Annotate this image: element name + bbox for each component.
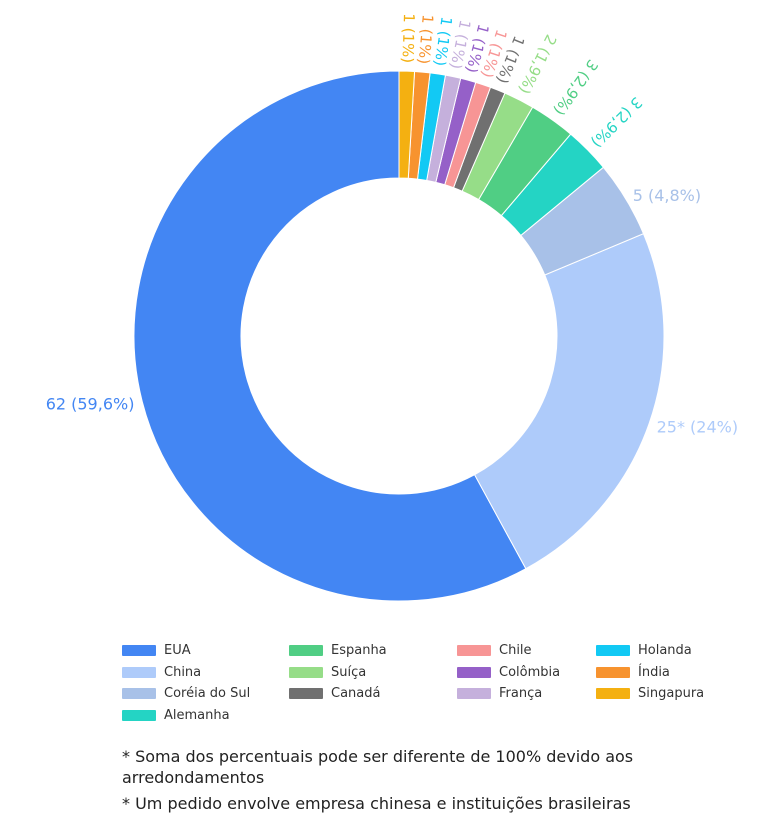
legend-label: China xyxy=(164,664,202,680)
legend-swatch xyxy=(457,666,491,678)
legend-label: EUA xyxy=(164,643,191,658)
legend-item-franca: França xyxy=(457,686,542,701)
legend-item-colombia: Colômbia xyxy=(457,665,560,680)
footnotes: * Soma dos percentuais pode ser diferent… xyxy=(122,746,742,819)
legend-swatch xyxy=(457,688,491,699)
slice-singapura xyxy=(398,70,416,179)
slice-label-espanha: 3 (2,9%) xyxy=(550,56,602,119)
slice-label-eua: 62 (59,6%) xyxy=(46,394,135,413)
legend-swatch xyxy=(289,645,323,656)
legend-label: Canadá xyxy=(331,686,381,701)
footnote-chinese-company: * Um pedido envolve empresa chinesa e in… xyxy=(122,794,631,813)
legend-swatch xyxy=(596,666,630,678)
legend-swatch xyxy=(596,645,630,656)
legend-item-canada: Canadá xyxy=(289,686,380,701)
legend-swatch xyxy=(122,666,156,678)
legend-item-alemanha: Alemanha xyxy=(122,708,230,723)
legend-label: Colômbia xyxy=(499,664,561,680)
slice-label-india: 1 (1%) xyxy=(415,14,437,65)
legend-label: Espanha xyxy=(331,643,387,658)
legend-label: Suíça xyxy=(331,664,367,680)
footnote-rounding: * Soma dos percentuais pode ser diferent… xyxy=(122,747,634,787)
legend-swatch xyxy=(289,666,323,678)
slice-eua xyxy=(133,70,527,602)
donut-chart: 62 (59,6%) 25* (24%) 5 (4,8%) 3 (2,9%)3 (2,… xyxy=(46,13,739,602)
slice-china xyxy=(473,233,665,570)
legend-swatch xyxy=(122,645,156,656)
legend-label: Alemanha xyxy=(164,707,230,723)
legend-label: Índia xyxy=(638,664,670,680)
legend-swatch xyxy=(457,645,491,656)
slice-label-alemanha: 3 (2,9%) xyxy=(587,93,645,151)
legend-item-eua: EUA xyxy=(122,643,191,658)
legend-item-holanda: Holanda xyxy=(596,643,692,658)
legend-label: Coréia do Sul xyxy=(164,686,251,701)
legend-swatch xyxy=(122,709,156,721)
legend-label: Chile xyxy=(499,643,532,658)
slice-label-china: 25* (24%) xyxy=(657,417,739,436)
legend-swatch xyxy=(596,688,630,699)
legend-label: Singapura xyxy=(638,686,705,701)
legend-label: França xyxy=(499,686,543,701)
slice-label-coreia-do-sul: 5 (4,8%) xyxy=(633,186,701,205)
legend-item-china: China xyxy=(122,665,201,680)
legend-item-suica: Suíça xyxy=(289,665,366,680)
legend-item-india: Índia xyxy=(596,665,670,680)
legend-item-coreia-do-sul: Coréia do Sul xyxy=(122,686,250,701)
legend-item-chile: Chile xyxy=(457,643,532,658)
slice-label-singapura: 1 (1%) xyxy=(399,13,418,63)
legend-swatch xyxy=(289,688,323,699)
legend-item-espanha: Espanha xyxy=(289,643,387,658)
legend-label: Holanda xyxy=(638,643,692,658)
legend-swatch xyxy=(122,688,156,699)
legend-item-singapura: Singapura xyxy=(596,686,704,701)
